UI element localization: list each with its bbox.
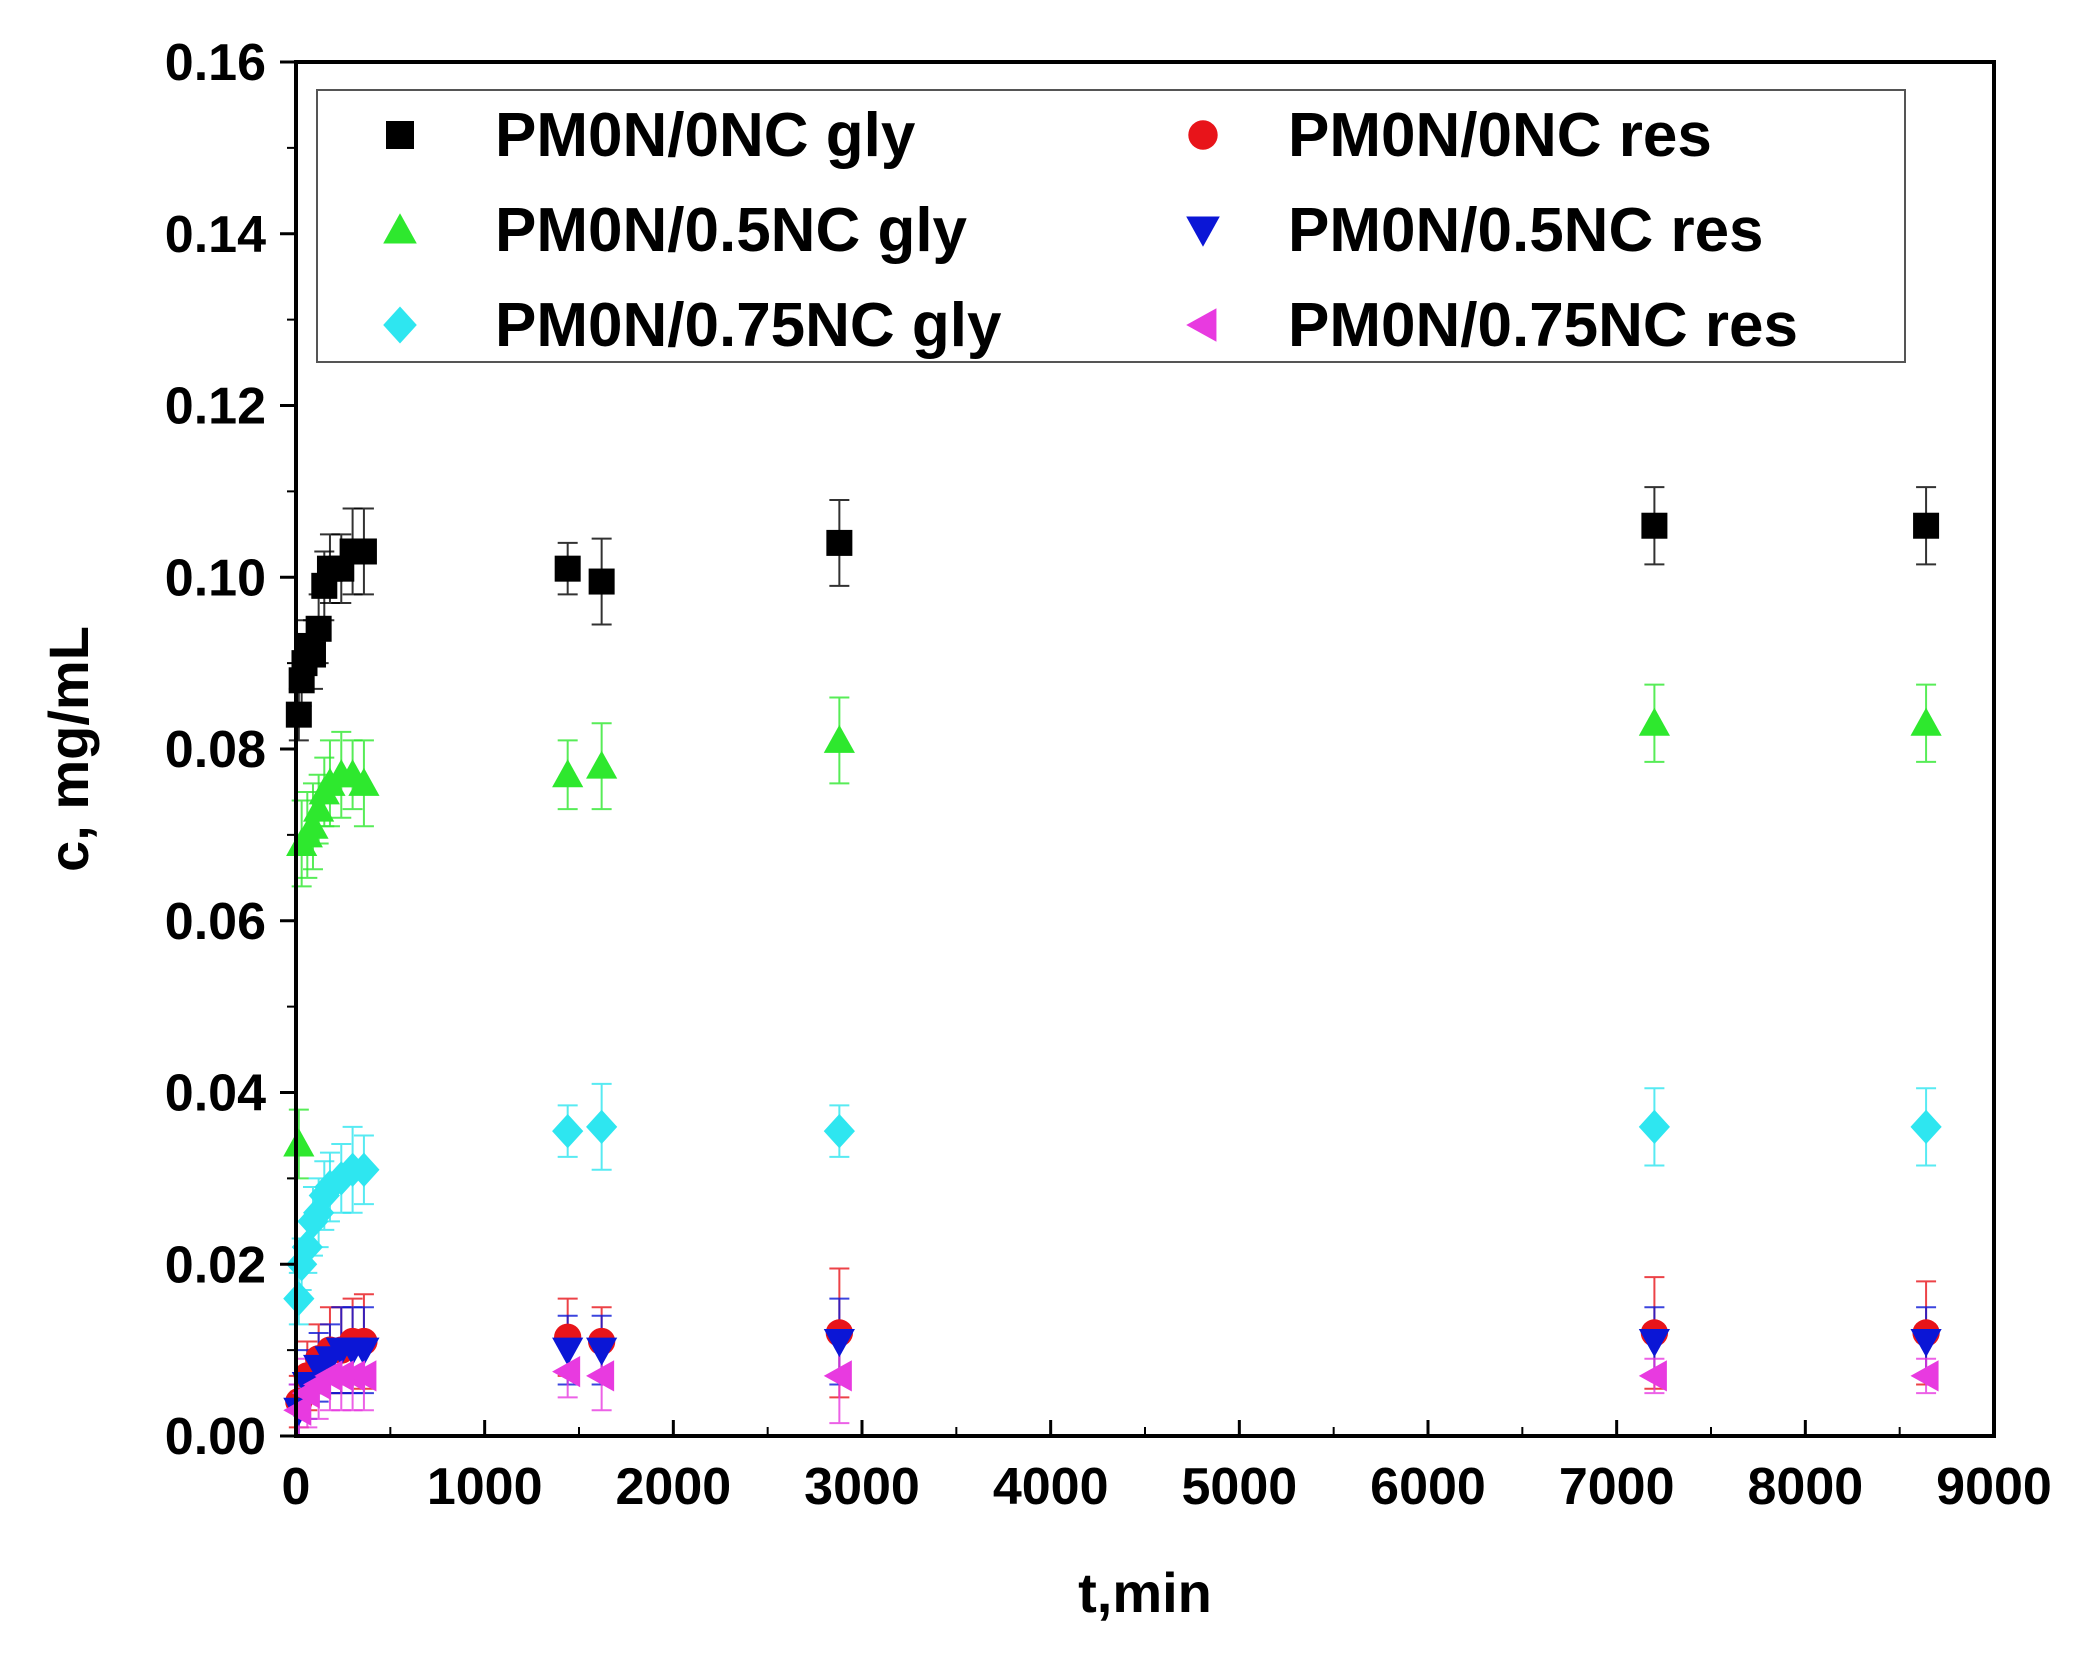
legend-label: PM0N/0.75NC gly [495,291,1002,360]
y-tick-label: 0.00 [165,1408,266,1466]
data-point [285,701,312,728]
data-point [552,759,584,788]
data-point [1910,707,1942,736]
data-point [283,1281,315,1316]
y-axis-label: c, mg/mL [37,626,100,872]
markers-layer [283,512,1942,1426]
x-tick-label: 8000 [1747,1458,1863,1516]
legend-box [316,89,1906,363]
legend-label: PM0N/0NC res [1288,101,1712,170]
data-point [325,1161,357,1196]
data-point [823,1360,852,1392]
x-tick-label: 5000 [1181,1458,1297,1516]
data-point [350,538,377,565]
legend-marker [1188,120,1218,150]
x-axis-label: t,min [1078,1561,1212,1624]
x-tick-label: 3000 [804,1458,920,1516]
y-tick-label: 0.06 [165,893,266,951]
legend-marker [383,213,417,244]
legend-marker [386,121,414,149]
data-point [348,1337,380,1366]
legend-label: PM0N/0NC gly [495,101,916,170]
legend-label: PM0N/0.5NC gly [495,196,968,265]
data-point [1910,1109,1942,1145]
y-tick-label: 0.04 [165,1065,266,1123]
data-point [826,529,853,556]
data-point [1638,707,1670,736]
data-point [823,724,855,753]
data-point [297,810,329,839]
data-point [1913,512,1940,539]
data-point [552,1113,584,1149]
data-point [1638,1360,1667,1392]
x-tick-label: 4000 [993,1458,1109,1516]
legend-marker [1186,308,1217,342]
legend-marker [383,306,417,344]
data-point [305,615,332,642]
data-point [1910,1329,1942,1358]
data-point [823,1329,855,1358]
data-point [348,1360,377,1392]
data-point [1638,1109,1670,1145]
data-point [291,1229,323,1265]
y-tick-label: 0.02 [165,1236,266,1294]
x-tick-label: 1000 [427,1458,543,1516]
x-axis: 0 1000 2000 3000 4000 5000 6000 7000 8000 9000 [282,1420,2052,1516]
legend-marker [1186,216,1220,247]
data-point [586,1109,618,1145]
data-point [283,1128,315,1157]
data-point [348,767,380,796]
data-point [552,1355,581,1388]
legend-label: PM0N/0.5NC res [1288,196,1764,265]
data-point [586,750,618,779]
y-tick-label: 0.10 [165,549,266,607]
y-tick-label: 0.16 [165,34,266,92]
data-point [303,793,335,822]
data-point [588,568,615,595]
y-tick-label: 0.08 [165,721,266,779]
data-point [554,555,581,582]
x-tick-label: 6000 [1370,1458,1486,1516]
data-point [823,1113,855,1149]
y-tick-label: 0.14 [165,206,266,264]
data-point [552,1337,584,1366]
x-tick-label: 7000 [1559,1458,1675,1516]
data-point [586,1337,618,1366]
error-bars-layer [288,486,1937,1437]
y-axis: 0.00 0.02 0.04 0.06 0.08 0.10 0.12 0.14 0.16 [165,34,296,1466]
data-point [1641,512,1668,539]
legend: PM0N/0NC gly PM0N/0NC res PM0N/0.5NC gly PM… [316,89,1906,363]
data-point [1910,1360,1939,1392]
data-point [286,1247,318,1282]
legend-label: PM0N/0.75NC res [1288,291,1798,360]
data-point [348,1152,380,1187]
x-tick-label: 9000 [1936,1458,2052,1516]
data-point [299,641,326,668]
x-tick-label: 0 [282,1458,311,1516]
data-point [586,1360,615,1392]
x-tick-label: 2000 [615,1458,731,1516]
data-point [1638,1329,1670,1358]
y-tick-label: 0.12 [165,378,266,436]
